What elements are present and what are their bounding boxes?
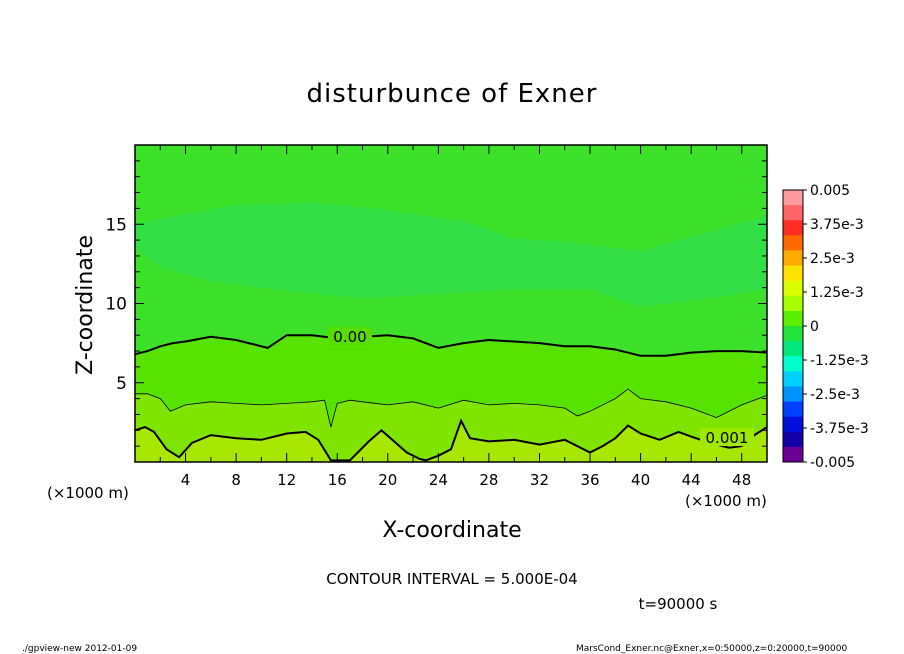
x-tick-label: 44 xyxy=(682,471,701,489)
x-unit-left: (×1000 m) xyxy=(47,484,129,502)
x-tick-label: 8 xyxy=(231,471,241,489)
x-tick-label: 20 xyxy=(378,471,397,489)
footer-right: MarsCond_Exner.nc@Exner,x=0:50000,z=0:20… xyxy=(576,644,847,654)
x-unit-right: (×1000 m) xyxy=(685,492,767,510)
colorbar-segment xyxy=(783,295,803,312)
x-tick-label: 16 xyxy=(328,471,347,489)
y-tick-label: 15 xyxy=(105,215,127,235)
y-axis-label: Z-coordinate xyxy=(73,235,98,375)
chart-title: disturbunce of Exner xyxy=(307,79,598,109)
x-tick-label: 24 xyxy=(429,471,448,489)
contour-interval-text: CONTOUR INTERVAL = 5.000E-04 xyxy=(326,570,577,588)
colorbar-label: 2.5e-3 xyxy=(810,251,855,267)
shading-bands xyxy=(135,145,767,462)
x-tick-label: 28 xyxy=(479,471,498,489)
contour-5e-4 xyxy=(135,388,768,428)
colorbar-segment xyxy=(783,190,803,206)
colorbar-label: -1.25e-3 xyxy=(810,353,869,369)
contour-label-zero: 0.00 xyxy=(333,328,366,346)
x-axis-label: X-coordinate xyxy=(382,518,521,543)
colorbar-segment xyxy=(783,386,803,402)
x-tick-label: 4 xyxy=(181,471,191,489)
time-label: t=90000 s xyxy=(639,595,718,613)
colorbar-segment xyxy=(783,205,803,221)
colorbar-segment xyxy=(783,446,803,463)
band-above-1e-3 xyxy=(135,420,767,462)
colorbar-label: -2.5e-3 xyxy=(810,387,860,403)
x-tick-label: 32 xyxy=(530,471,549,489)
y-tick-label: 10 xyxy=(105,295,127,315)
colorbar-labels: 0.005 3.75e-3 2.5e-3 1.25e-3 0 -1.25e-3 -2.5e-… xyxy=(810,183,869,471)
y-tick-labels: 5 10 15 xyxy=(105,215,127,394)
colorbar-label: 0.005 xyxy=(810,183,850,199)
footer-left: ./gpview-new 2012-01-09 xyxy=(22,644,137,654)
contour-label-bg xyxy=(700,428,754,446)
plot-area xyxy=(134,144,768,463)
colorbar-label: 1.25e-3 xyxy=(810,285,864,301)
band-5e-4-to-1e-3 xyxy=(135,389,767,461)
colorbar-segment xyxy=(783,356,803,372)
colorbar-label: -3.75e-3 xyxy=(810,421,869,437)
colorbar-segment xyxy=(783,416,803,433)
band-slightly-negative xyxy=(135,202,767,307)
colorbar-segment xyxy=(783,326,803,342)
colorbar-segment xyxy=(783,431,803,448)
colorbar-segment xyxy=(783,265,803,281)
colorbar xyxy=(782,189,807,463)
colorbar-segment xyxy=(783,280,803,297)
x-tick-labels: 4 8 12 16 20 24 28 32 36 40 44 48 xyxy=(181,471,751,489)
colorbar-label: 3.75e-3 xyxy=(810,217,864,233)
colorbar-segment xyxy=(783,371,803,387)
colorbar-segment xyxy=(783,310,803,327)
contour-label-001: 0.001 xyxy=(706,429,749,447)
colorbar-segment xyxy=(783,250,803,266)
colorbar-label: -0.005 xyxy=(810,455,855,471)
colorbar-segment xyxy=(783,341,803,357)
contour-zero xyxy=(134,334,768,357)
colorbar-segment xyxy=(783,235,803,251)
x-tick-label: 12 xyxy=(277,471,296,489)
contour-label-bg xyxy=(328,327,372,345)
colorbar-label: 0 xyxy=(810,319,819,335)
y-tick-label: 5 xyxy=(116,374,127,394)
colorbar-segment xyxy=(783,220,803,236)
x-tick-label: 36 xyxy=(580,471,599,489)
axis-ticks xyxy=(135,145,767,462)
colorbar-segment xyxy=(783,401,803,417)
band-zero-to-5e-4 xyxy=(135,335,767,428)
x-tick-label: 40 xyxy=(631,471,650,489)
x-tick-label: 48 xyxy=(732,471,751,489)
